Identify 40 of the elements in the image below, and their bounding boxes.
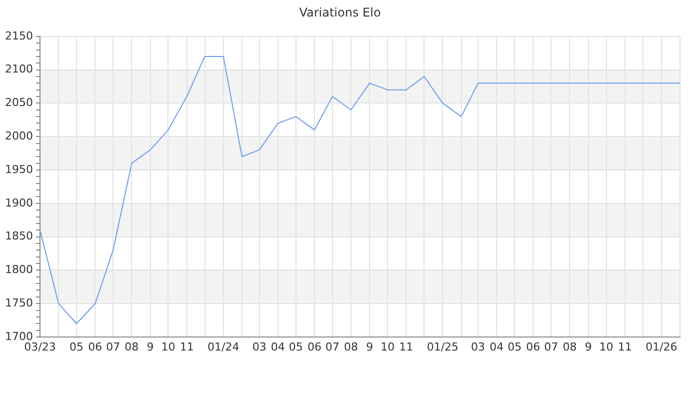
x-tick-label: 11 xyxy=(180,340,194,354)
x-tick-label: 9 xyxy=(366,340,374,354)
chart-title: Variations Elo xyxy=(299,5,381,20)
x-tick-label: 07 xyxy=(106,340,120,354)
x-tick-label: 08 xyxy=(344,340,358,354)
x-tick-label: 10 xyxy=(599,340,614,354)
x-tick-label: 04 xyxy=(270,340,285,354)
x-tick-label: 9 xyxy=(584,340,592,354)
y-tick-label: 1850 xyxy=(5,230,33,243)
y-tick-label: 2150 xyxy=(5,29,33,42)
x-tick-label: 07 xyxy=(544,340,558,354)
x-tick-label: 05 xyxy=(508,340,522,354)
x-tick-label: 04 xyxy=(490,340,504,354)
x-tick-label: 01/25 xyxy=(426,340,459,354)
x-tick-label: 05 xyxy=(70,340,84,354)
x-tick-label: 10 xyxy=(380,340,395,354)
x-tick-label: 06 xyxy=(526,340,540,354)
x-tick-label: 9 xyxy=(146,340,154,354)
y-tick-label: 1750 xyxy=(5,296,33,310)
x-tick-label: 11 xyxy=(618,340,632,354)
x-tick-label: 06 xyxy=(88,340,102,354)
x-tick-label: 06 xyxy=(307,340,322,354)
y-tick-label: 2050 xyxy=(5,96,33,110)
y-tick-label: 1700 xyxy=(5,330,33,343)
x-tick-label: 03 xyxy=(471,340,486,354)
x-tick-label: 03/23 xyxy=(24,340,56,354)
x-tick-label: 11 xyxy=(399,340,414,354)
x-tick-label: 10 xyxy=(161,340,176,354)
x-tick-label: 08 xyxy=(124,340,139,354)
x-tick-label: 01/24 xyxy=(208,340,240,354)
y-tick-label: 1950 xyxy=(5,162,33,176)
y-tick-label: 2100 xyxy=(5,62,33,76)
x-tick-label: 01/26 xyxy=(646,340,678,354)
x-tick-label: 08 xyxy=(562,340,577,354)
y-tick-label: 1800 xyxy=(5,263,33,276)
x-tick-label: 05 xyxy=(288,340,303,354)
x-tick-label: 03 xyxy=(252,340,266,354)
y-tick-label: 2000 xyxy=(5,129,33,142)
y-tick-label: 1900 xyxy=(5,196,33,210)
x-tick-label: 07 xyxy=(325,340,340,354)
